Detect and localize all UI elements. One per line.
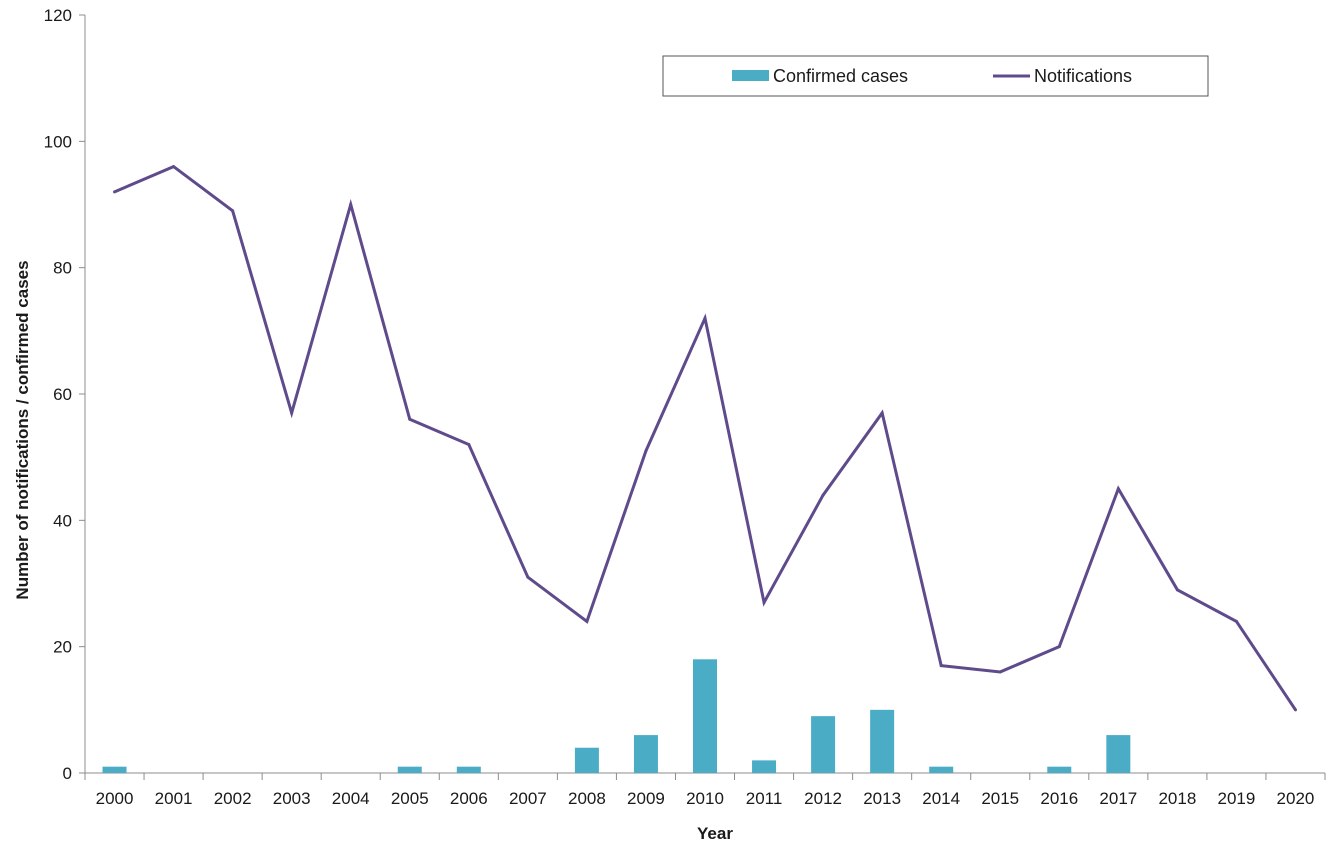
x-tick-label: 2018 [1158, 789, 1196, 808]
notifications-point [585, 619, 589, 623]
x-tick-label: 2019 [1218, 789, 1256, 808]
y-tick-label: 40 [53, 511, 72, 530]
x-tick-label: 2003 [273, 789, 311, 808]
bar-confirmed-cases [752, 760, 777, 773]
x-tick-label: 2000 [96, 789, 134, 808]
notifications-point [821, 493, 825, 497]
legend-label-notifications: Notifications [1034, 66, 1132, 86]
bar-confirmed-cases [870, 709, 895, 773]
x-tick-label: 2002 [214, 789, 252, 808]
x-tick-label: 2015 [981, 789, 1019, 808]
notifications-point [1116, 487, 1120, 491]
x-tick-label: 2011 [746, 789, 783, 808]
notifications-point [1057, 645, 1061, 649]
x-tick-label: 2007 [509, 789, 547, 808]
x-tick-label: 2013 [863, 789, 901, 808]
notifications-line [113, 164, 1297, 711]
legend: Confirmed cases Notifications [662, 55, 1209, 97]
y-tick-label: 120 [44, 6, 72, 25]
bar-confirmed-cases [456, 766, 481, 773]
notifications-point [998, 670, 1002, 674]
bar-confirmed-cases [693, 659, 717, 773]
notifications-point [644, 449, 648, 453]
x-tick-label: 2004 [332, 789, 370, 808]
notifications-point [526, 575, 530, 579]
bar-confirmed-cases [633, 735, 658, 773]
x-axis-title: Year [697, 824, 733, 843]
x-tick-label: 2014 [922, 789, 960, 808]
y-tick-label: 20 [53, 638, 72, 657]
notifications-point [113, 190, 117, 194]
x-tick-label: 2008 [568, 789, 606, 808]
y-tick-label: 100 [44, 132, 72, 151]
x-tick-label: 2005 [391, 789, 429, 808]
x-tick-label: 2020 [1277, 789, 1315, 808]
notifications-line-group [113, 164, 1297, 712]
legend-swatch-confirmed-cases [732, 70, 769, 81]
notifications-point [172, 165, 176, 169]
legend-label-confirmed-cases: Confirmed cases [773, 66, 908, 86]
notifications-point [762, 600, 766, 604]
confirmed-cases-bars [102, 659, 1131, 773]
notifications-point [349, 203, 353, 206]
notifications-point [1293, 708, 1297, 712]
notifications-point [1175, 588, 1179, 592]
x-tick-label: 2006 [450, 789, 488, 808]
x-tick-label: 2001 [155, 789, 193, 808]
bar-confirmed-cases [1106, 735, 1131, 773]
y-tick-label: 0 [63, 764, 72, 783]
bar-confirmed-cases [1047, 766, 1072, 773]
x-tick-label: 2010 [686, 789, 724, 808]
notifications-point [1234, 619, 1238, 623]
bar-confirmed-cases [102, 766, 127, 773]
notifications-point [703, 316, 707, 320]
notifications-point [939, 664, 943, 668]
y-tick-label: 60 [53, 385, 72, 404]
x-tick-label: 2012 [804, 789, 842, 808]
bar-confirmed-cases [929, 766, 954, 773]
notifications-point [880, 411, 884, 415]
bar-confirmed-cases [811, 716, 836, 773]
notifications-point [290, 411, 294, 415]
notifications-point [467, 443, 471, 447]
notifications-point [408, 417, 412, 421]
y-tick-label: 80 [53, 259, 72, 278]
x-axis: 2000 2001 2002 2003 2004 2005 2006 2007 2008 2009… [84, 772, 1326, 808]
notifications-point [231, 209, 235, 213]
bar-confirmed-cases [397, 766, 422, 773]
x-tick-label: 2009 [627, 789, 665, 808]
bar-confirmed-cases [574, 747, 599, 773]
y-axis-title: Number of notifications / confirmed case… [13, 260, 32, 599]
y-axis: 0 20 40 60 80 100 120 [44, 6, 86, 783]
x-tick-label: 2017 [1099, 789, 1137, 808]
x-tick-label: 2016 [1040, 789, 1078, 808]
